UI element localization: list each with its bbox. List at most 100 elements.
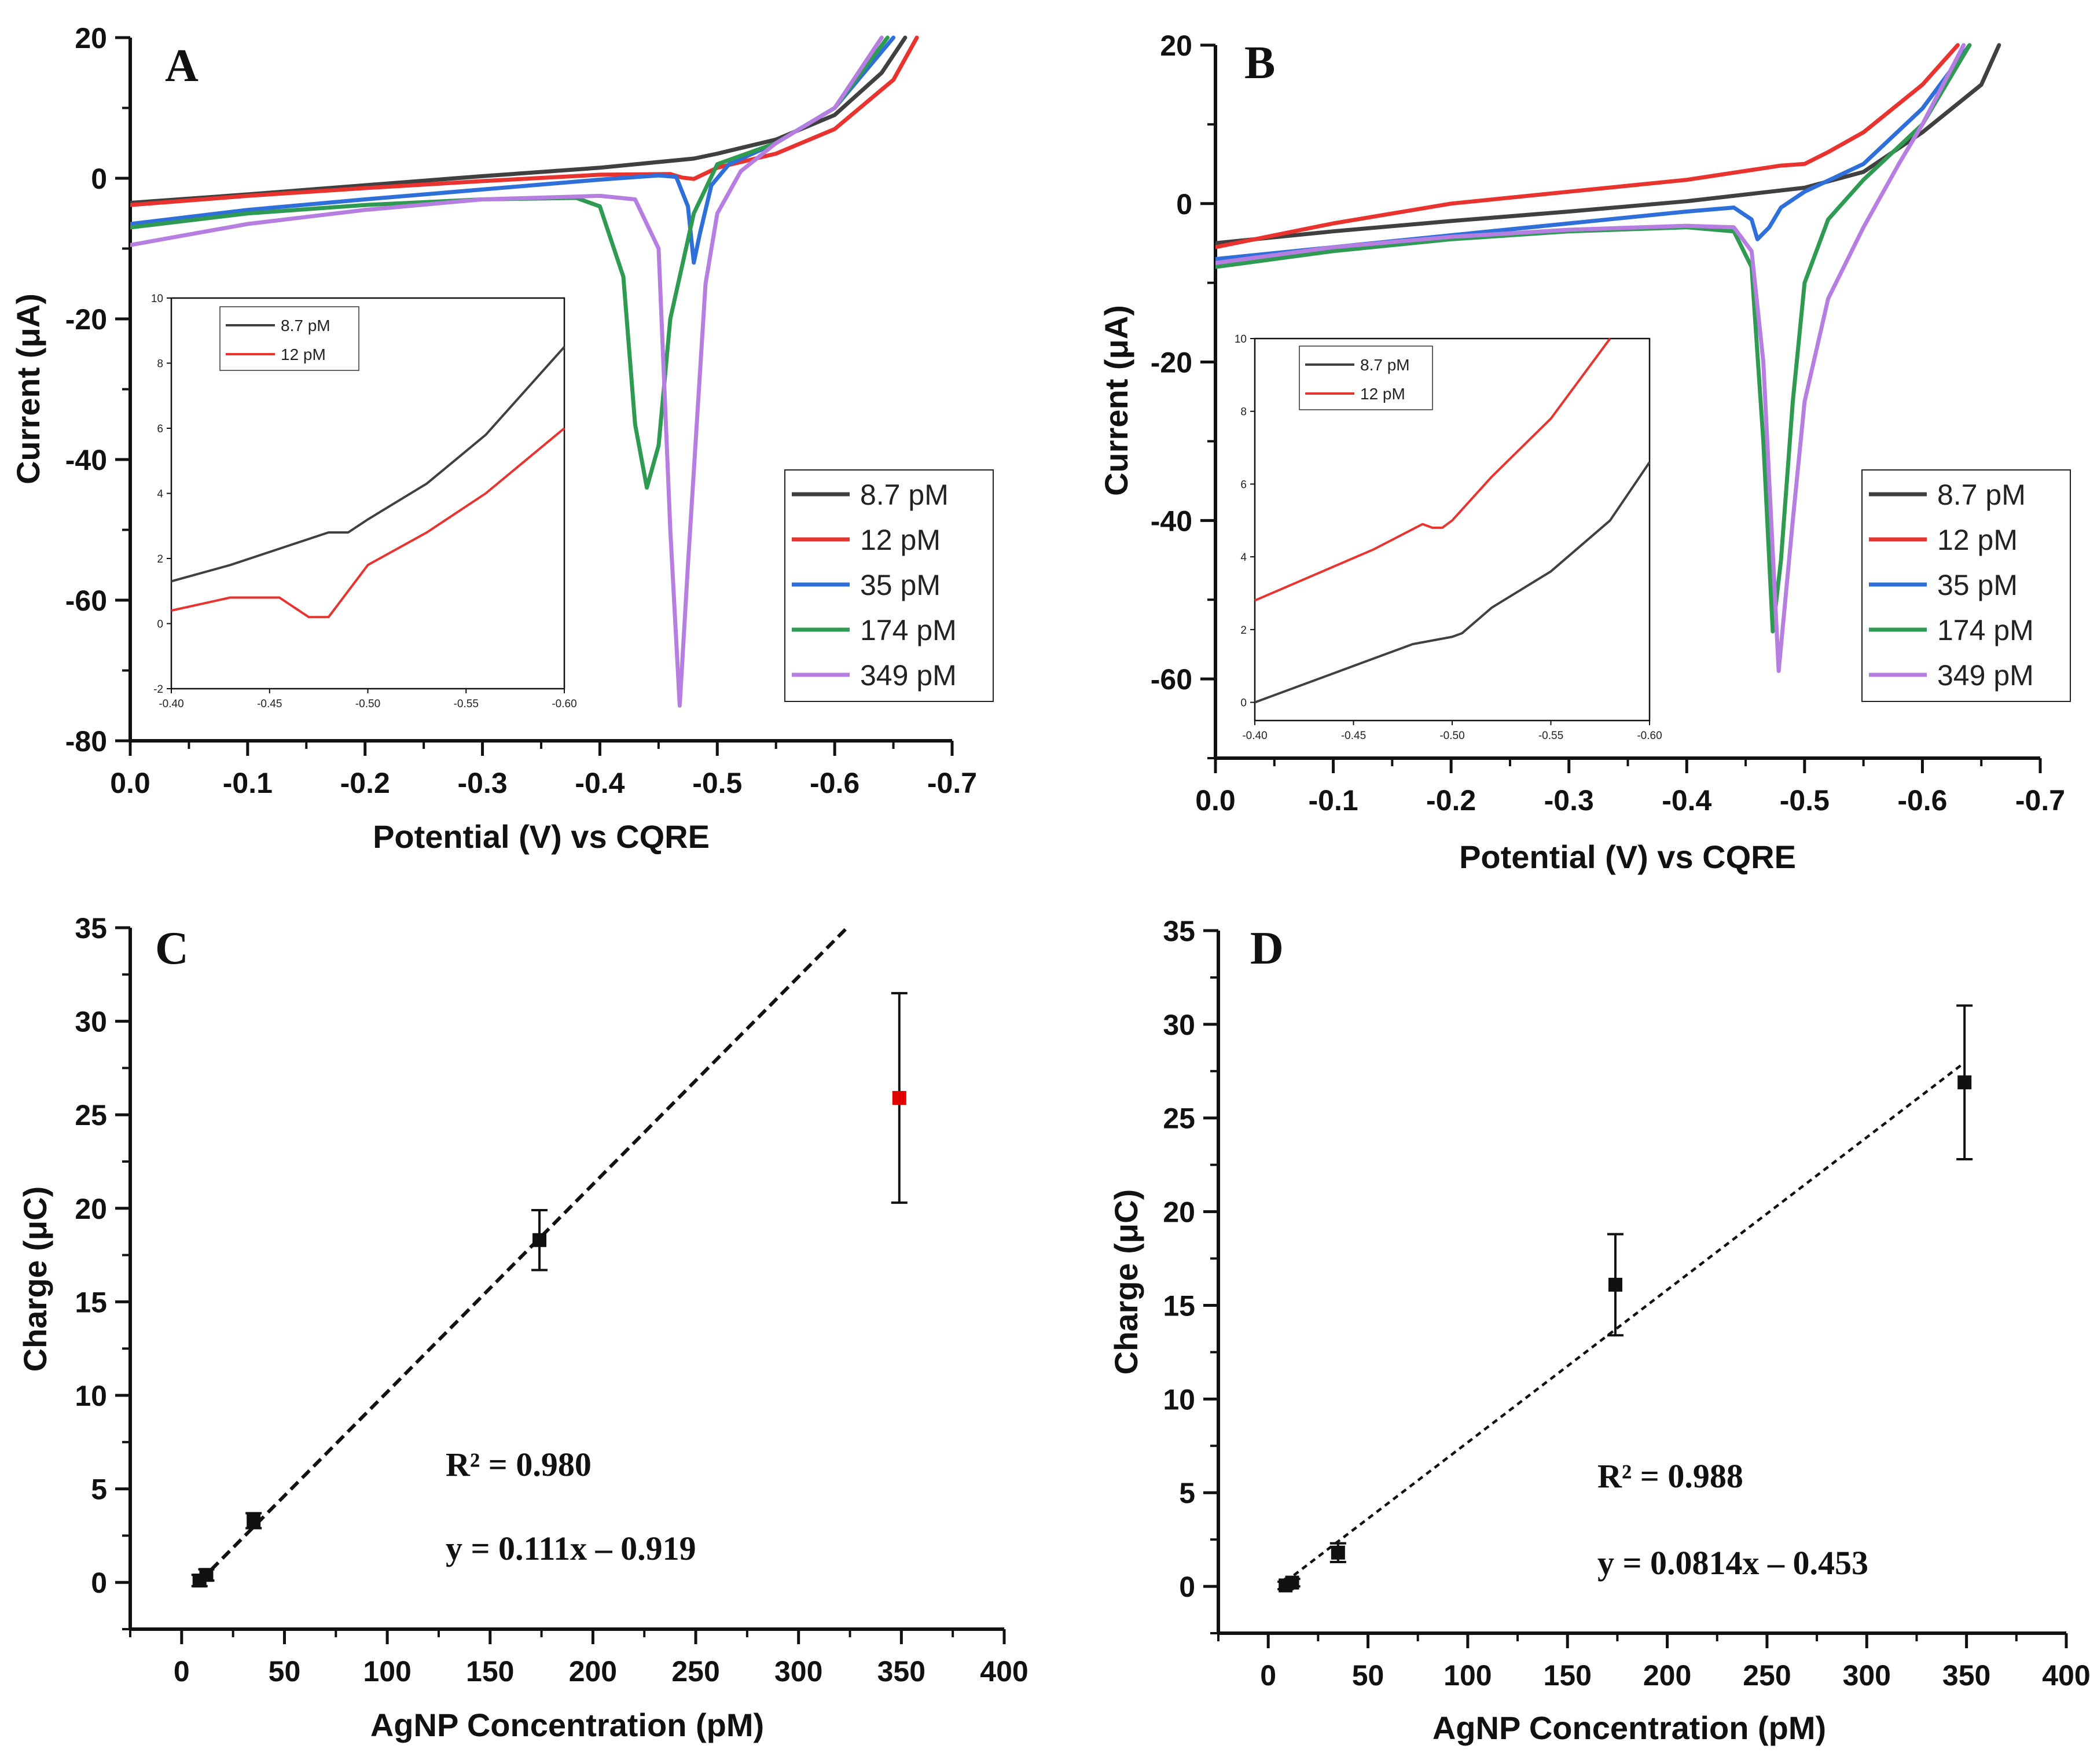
- inset-chart: -0.40 -0.45 -0.50 -0.55 -0.60 10 8 6 4 2 0 8.7 pM 12…: [1235, 333, 1662, 742]
- x-tick-label: 350: [877, 1655, 925, 1688]
- panel-label: D: [1250, 923, 1284, 974]
- inset-y-tick-label: 10: [151, 293, 163, 305]
- inset-x-tick-label: -0.45: [1341, 730, 1366, 742]
- y-tick-label: 15: [75, 1286, 107, 1318]
- inset-y-tick-label: 2: [1240, 624, 1247, 637]
- inset-y-tick-label: 2: [157, 553, 163, 565]
- series-line-8_7-pM: [130, 35, 908, 205]
- y-tick-label: -40: [1151, 505, 1192, 537]
- series-group: [1215, 43, 2001, 673]
- x-tick-label: 400: [980, 1655, 1028, 1688]
- legend-label: 35 pM: [860, 569, 941, 601]
- x-tick-label: 100: [1443, 1659, 1492, 1692]
- x-tick-label: 250: [671, 1655, 719, 1688]
- y-tick-label: 10: [75, 1380, 107, 1412]
- inset-legend-label: 8.7 pM: [1360, 356, 1410, 374]
- y-tick-label: 20: [1163, 1196, 1195, 1229]
- y-tick-label: 10: [1163, 1383, 1195, 1416]
- y-tick-label: 30: [75, 1006, 107, 1038]
- series-line-35-pM: [1215, 43, 1972, 262]
- inset-x-tick-label: -0.60: [552, 698, 576, 710]
- inset-y-tick-label: 0: [1240, 697, 1247, 710]
- x-tick-label: -0.5: [692, 767, 742, 799]
- x-tick-label: 0.0: [110, 767, 150, 799]
- inset-x-tick-label: -0.55: [1538, 730, 1563, 742]
- inset-y-tick-label: 0: [157, 619, 163, 631]
- x-tick-label: -0.4: [575, 767, 625, 799]
- inset-y-tick-label: 6: [1240, 479, 1247, 491]
- y-tick-label: -40: [65, 444, 107, 476]
- x-tick-label: 200: [1643, 1659, 1691, 1692]
- fit-equation-annotation: y = 0.111x – 0.919: [446, 1530, 696, 1567]
- inset-y-tick-label: 10: [1235, 333, 1247, 346]
- x-tick-label: 150: [1544, 1659, 1592, 1692]
- x-tick-label: 250: [1743, 1659, 1791, 1692]
- series-line-8_7-pM: [1215, 43, 2001, 245]
- x-tick-label: -0.3: [457, 767, 507, 799]
- x-tick-label: -0.4: [1662, 784, 1711, 817]
- series-line-12-pM: [130, 35, 919, 207]
- x-tick-label: -0.5: [1780, 784, 1830, 817]
- inset-legend-label: 12 pM: [281, 346, 326, 363]
- inset-x-tick-label: -0.45: [257, 698, 282, 710]
- inset-legend-box: [219, 306, 359, 371]
- data-point: [1957, 1075, 1972, 1090]
- x-tick-label: 0: [174, 1655, 190, 1688]
- y-tick-label: -60: [65, 585, 107, 617]
- inset-y-tick-label: 8: [1240, 406, 1247, 418]
- y-tick-label: 15: [1163, 1289, 1195, 1322]
- x-tick-label: 300: [1843, 1659, 1891, 1692]
- x-tick-label: 150: [466, 1655, 514, 1688]
- y-tick-label: 30: [1163, 1009, 1195, 1041]
- inset-y-tick-label: 8: [157, 358, 163, 370]
- series-line-349-pM: [130, 35, 884, 708]
- legend: 8.7 pM 12 pM 35 pM 174 pM 349 pM: [784, 469, 994, 702]
- inset-x-tick-label: -0.40: [159, 698, 183, 710]
- y-tick-label: 5: [91, 1473, 107, 1506]
- y-tick-label: 0: [91, 163, 107, 195]
- legend-label: 8.7 pM: [860, 479, 949, 511]
- data-point: [892, 1091, 906, 1105]
- inset-y-tick-label: 4: [1240, 552, 1247, 564]
- y-tick-label: 20: [75, 22, 107, 54]
- x-tick-label: 350: [1942, 1659, 1990, 1692]
- legend-label: 349 pM: [860, 659, 957, 692]
- data-point: [199, 1568, 214, 1582]
- data-point: [1608, 1277, 1622, 1292]
- y-tick-label: -20: [1151, 347, 1192, 379]
- inset-x-tick-label: -0.60: [1637, 730, 1662, 742]
- series-group: [130, 35, 919, 708]
- y-tick-label: 0: [91, 1567, 107, 1599]
- data-point: [1285, 1575, 1299, 1590]
- inset-y-tick-label: -2: [153, 683, 163, 696]
- x-tick-label: -0.7: [2015, 784, 2065, 817]
- series-line-12-pM: [1215, 43, 1960, 249]
- y-tick-label: -20: [65, 303, 107, 336]
- fit-line: [1284, 1061, 1966, 1583]
- legend: 8.7 pM 12 pM 35 pM 174 pM 349 pM: [1861, 469, 2071, 702]
- inset-x-tick-label: -0.40: [1242, 730, 1267, 742]
- inset-x-tick-label: -0.50: [355, 698, 380, 710]
- y-tick-label: 35: [75, 912, 107, 945]
- x-tick-label: 300: [774, 1655, 822, 1688]
- y-tick-label: 20: [1160, 30, 1192, 62]
- series-line-35-pM: [130, 35, 896, 265]
- x-tick-label: -0.1: [1308, 784, 1358, 817]
- inset-legend-label: 8.7 pM: [281, 317, 330, 335]
- y-tick-label: 0: [1179, 1571, 1195, 1603]
- r-squared-annotation: R² = 0.980: [446, 1446, 592, 1483]
- x-tick-label: -0.6: [1897, 784, 1947, 817]
- legend-label: 8.7 pM: [1937, 479, 2026, 511]
- r-squared-annotation: R² = 0.988: [1597, 1457, 1743, 1495]
- panel-label: A: [165, 41, 199, 91]
- y-tick-label: 25: [1163, 1102, 1195, 1135]
- x-axis-title: AgNP Concentration (pM): [1432, 1710, 1826, 1746]
- inset-legend-box: [1299, 346, 1433, 410]
- x-tick-label: -0.2: [340, 767, 390, 799]
- data-point: [532, 1233, 547, 1247]
- inset-series-line: [171, 346, 565, 583]
- x-tick-label: 100: [363, 1655, 411, 1688]
- panel-a: 0.0 -0.1 -0.2 -0.3 -0.4 -0.5 -0.6 -0.7200-20-40…: [10, 22, 994, 855]
- y-tick-label: 0: [1176, 188, 1192, 220]
- series-line-174-pM: [130, 35, 890, 490]
